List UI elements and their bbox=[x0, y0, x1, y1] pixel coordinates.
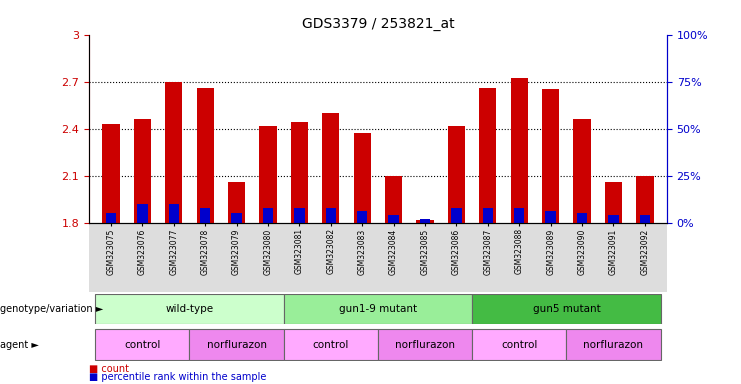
Text: agent ►: agent ► bbox=[0, 339, 39, 350]
Bar bbox=[420, 219, 431, 223]
Bar bbox=[639, 215, 650, 223]
Bar bbox=[514, 208, 525, 223]
Text: ■ count: ■ count bbox=[89, 364, 129, 374]
Bar bbox=[228, 182, 245, 223]
Bar bbox=[165, 81, 182, 223]
Text: wild-type: wild-type bbox=[165, 304, 213, 314]
Bar bbox=[479, 88, 496, 223]
Text: ■ percentile rank within the sample: ■ percentile rank within the sample bbox=[89, 372, 266, 382]
FancyBboxPatch shape bbox=[284, 295, 472, 324]
Bar bbox=[168, 204, 179, 223]
Bar bbox=[388, 215, 399, 223]
Bar bbox=[357, 212, 368, 223]
Bar bbox=[542, 89, 559, 223]
Bar bbox=[259, 126, 276, 223]
FancyBboxPatch shape bbox=[190, 329, 284, 360]
Bar bbox=[448, 126, 465, 223]
FancyBboxPatch shape bbox=[566, 329, 661, 360]
Bar bbox=[263, 208, 273, 223]
Bar bbox=[608, 215, 619, 223]
Bar bbox=[577, 213, 588, 223]
Text: control: control bbox=[501, 339, 537, 350]
Bar bbox=[106, 213, 116, 223]
Bar bbox=[133, 119, 151, 223]
Bar bbox=[290, 122, 308, 223]
Text: gun5 mutant: gun5 mutant bbox=[533, 304, 600, 314]
Bar bbox=[137, 204, 147, 223]
Bar bbox=[353, 133, 370, 223]
Bar bbox=[451, 208, 462, 223]
Text: norflurazon: norflurazon bbox=[583, 339, 643, 350]
Bar bbox=[196, 88, 214, 223]
Text: control: control bbox=[313, 339, 349, 350]
Bar bbox=[511, 78, 528, 223]
Bar bbox=[637, 175, 654, 223]
Bar bbox=[322, 113, 339, 223]
FancyBboxPatch shape bbox=[95, 329, 190, 360]
Bar bbox=[294, 208, 305, 223]
Text: genotype/variation ►: genotype/variation ► bbox=[0, 304, 103, 314]
Text: control: control bbox=[124, 339, 161, 350]
FancyBboxPatch shape bbox=[378, 329, 472, 360]
FancyBboxPatch shape bbox=[472, 329, 566, 360]
Bar bbox=[574, 119, 591, 223]
Bar bbox=[325, 208, 336, 223]
Bar bbox=[605, 182, 622, 223]
FancyBboxPatch shape bbox=[95, 295, 284, 324]
Bar bbox=[545, 212, 556, 223]
Text: norflurazon: norflurazon bbox=[207, 339, 267, 350]
Bar bbox=[231, 213, 242, 223]
Title: GDS3379 / 253821_at: GDS3379 / 253821_at bbox=[302, 17, 454, 31]
Bar bbox=[385, 175, 402, 223]
Bar bbox=[200, 208, 210, 223]
Text: gun1-9 mutant: gun1-9 mutant bbox=[339, 304, 417, 314]
FancyBboxPatch shape bbox=[472, 295, 661, 324]
Bar bbox=[102, 124, 119, 223]
FancyBboxPatch shape bbox=[284, 329, 378, 360]
Bar bbox=[416, 220, 433, 223]
Bar bbox=[482, 208, 493, 223]
Text: norflurazon: norflurazon bbox=[395, 339, 455, 350]
